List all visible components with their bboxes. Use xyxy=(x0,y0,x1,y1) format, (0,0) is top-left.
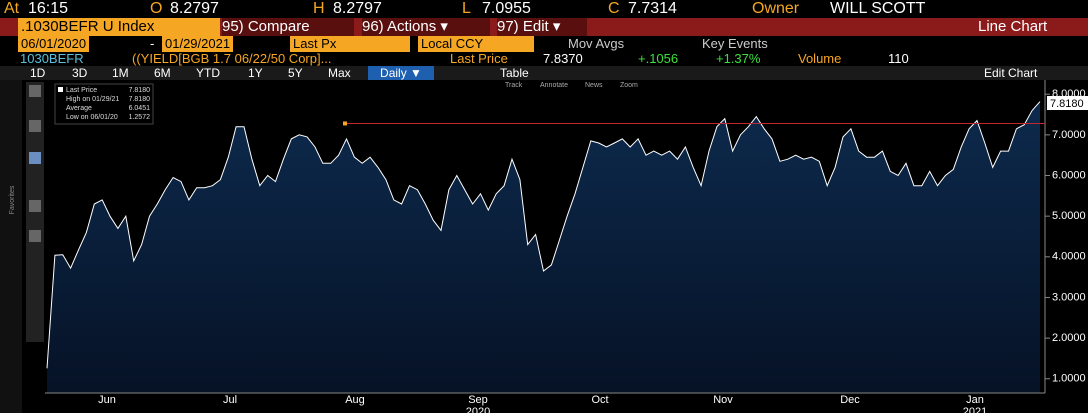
chart-tool: Track xyxy=(505,82,523,89)
sidebar xyxy=(0,80,22,413)
legend-value: 7.8180 xyxy=(129,96,151,103)
x-tick-label: Jul xyxy=(223,394,237,406)
settings: 06/01/2020 - 01/29/2021 Last Px Local CC… xyxy=(0,36,1088,52)
legend-value: 1.2572 xyxy=(129,114,151,121)
tool-icon[interactable] xyxy=(29,152,41,164)
label: Last Price xyxy=(450,52,508,66)
label: O xyxy=(150,0,163,17)
actions-button[interactable]: 96) Actions ▾ xyxy=(362,18,490,36)
y-tick-label: 7.0000 xyxy=(1052,129,1086,141)
chart-tool: Zoom xyxy=(620,82,638,89)
reference-marker xyxy=(343,121,347,126)
change: +.1056 xyxy=(638,52,679,66)
legend-value: 7.8180 xyxy=(129,87,151,94)
period-button[interactable]: Max xyxy=(328,66,351,80)
chart-tool: Annotate xyxy=(540,82,568,89)
legend-label: Low on 06/01/20 xyxy=(66,114,118,121)
compare-button[interactable]: 95) Compare xyxy=(222,18,354,36)
key-events[interactable]: Key Events xyxy=(702,36,768,51)
dash: - xyxy=(150,36,155,51)
x-tick-label: Jan xyxy=(966,394,984,406)
x-tick-label: Aug xyxy=(345,394,365,406)
x-tick-label: Dec xyxy=(840,394,860,406)
value: 16:15 xyxy=(28,0,69,17)
x-tick-label: Sep xyxy=(468,394,488,406)
legend-label: Last Price xyxy=(66,87,97,94)
period-button[interactable]: 3D xyxy=(72,66,88,80)
label: Volume xyxy=(798,52,842,66)
view-title: Line Chart xyxy=(978,18,1048,35)
area xyxy=(47,101,1040,393)
value: 7.0955 xyxy=(482,0,531,17)
legend xyxy=(54,83,154,125)
legend-label: High on 01/29/21 xyxy=(66,96,119,103)
toolbar: .1030BEFR U Index 95) Compare 96) Action… xyxy=(0,18,1088,36)
year-label: 2021 xyxy=(963,406,987,413)
value: 8.2797 xyxy=(170,0,219,17)
tool-icon[interactable] xyxy=(29,120,41,132)
legend-value: 6.0451 xyxy=(129,105,151,112)
period-button[interactable]: 1Y xyxy=(248,66,263,80)
x-tick-label: Nov xyxy=(713,394,733,406)
chart: Favorites Track Annotate News Zoom 1.0000 2.0… xyxy=(0,80,1088,413)
change-pct: +1.37% xyxy=(716,52,761,66)
field-select[interactable]: Last Px xyxy=(290,36,410,52)
start-date[interactable]: 06/01/2020 xyxy=(18,36,90,52)
x-tick-label: Oct xyxy=(591,394,608,406)
legend-label: Average xyxy=(66,105,92,112)
value: 7.7314 xyxy=(628,0,677,17)
value: 110 xyxy=(888,52,909,66)
x-tick-label: Jun xyxy=(98,394,116,406)
legend-swatch xyxy=(58,87,63,92)
label: At xyxy=(4,0,20,17)
y-tick-label: 2.0000 xyxy=(1052,332,1086,344)
y-tick-label: 4.0000 xyxy=(1052,251,1086,263)
mov-avgs[interactable]: Mov Avgs xyxy=(568,36,625,51)
year-label: 2020 xyxy=(466,406,490,413)
y-tick-label: 3.0000 xyxy=(1052,291,1086,303)
chart-tool: News xyxy=(585,82,603,89)
table-button[interactable]: Table xyxy=(500,66,529,80)
tool-icon[interactable] xyxy=(29,85,41,97)
ticker: 1030BEFR xyxy=(20,52,84,66)
period-button[interactable]: 5Y xyxy=(288,66,303,80)
period-bar: Daily ▼ Table Edit Chart 1D 3D 1M 6M YTD 1Y 5Y… xyxy=(0,66,1088,80)
label: C xyxy=(608,0,620,17)
label: L xyxy=(462,0,471,17)
sidebar-label: Favorites xyxy=(9,185,16,214)
end-date[interactable]: 01/29/2021 xyxy=(162,36,234,52)
ticker-field[interactable]: .1030BEFR U Index xyxy=(18,18,220,36)
period-button[interactable]: 6M xyxy=(154,66,171,80)
label: H xyxy=(313,0,325,17)
currency-select[interactable]: Local CCY xyxy=(418,36,534,52)
tool-icon[interactable] xyxy=(29,200,41,212)
period-button[interactable]: 1M xyxy=(112,66,129,80)
period-button[interactable]: YTD xyxy=(196,66,220,80)
value: WILL SCOTT xyxy=(830,0,926,17)
line xyxy=(46,101,1041,369)
last-value: 7.8180 xyxy=(1050,98,1084,110)
value: 8.2797 xyxy=(333,0,382,17)
last-value-tag xyxy=(1047,96,1088,110)
edit-chart-button[interactable]: Edit Chart xyxy=(984,66,1038,80)
edit-button[interactable]: 97) Edit ▾ xyxy=(497,18,587,36)
frequency-select[interactable]: Daily ▼ xyxy=(368,66,434,80)
y-tick-label: 5.0000 xyxy=(1052,210,1086,222)
y-tick-label: 6.0000 xyxy=(1052,169,1086,181)
value: 7.8370 xyxy=(543,52,583,66)
security: ((YIELD[BGB 1.7 06/22/50 Corp]... xyxy=(132,52,332,66)
y-tick-label: 1.0000 xyxy=(1052,373,1086,385)
quote: 1030BEFR ((YIELD[BGB 1.7 06/22/50 Corp].… xyxy=(0,52,1088,66)
label: Owner xyxy=(752,0,800,17)
tool-icon[interactable] xyxy=(29,230,41,242)
header: At 16:15 O 8.2797 H 8.2797 L 7.0955 C 7.… xyxy=(0,0,1088,18)
period-button[interactable]: 1D xyxy=(30,66,46,80)
